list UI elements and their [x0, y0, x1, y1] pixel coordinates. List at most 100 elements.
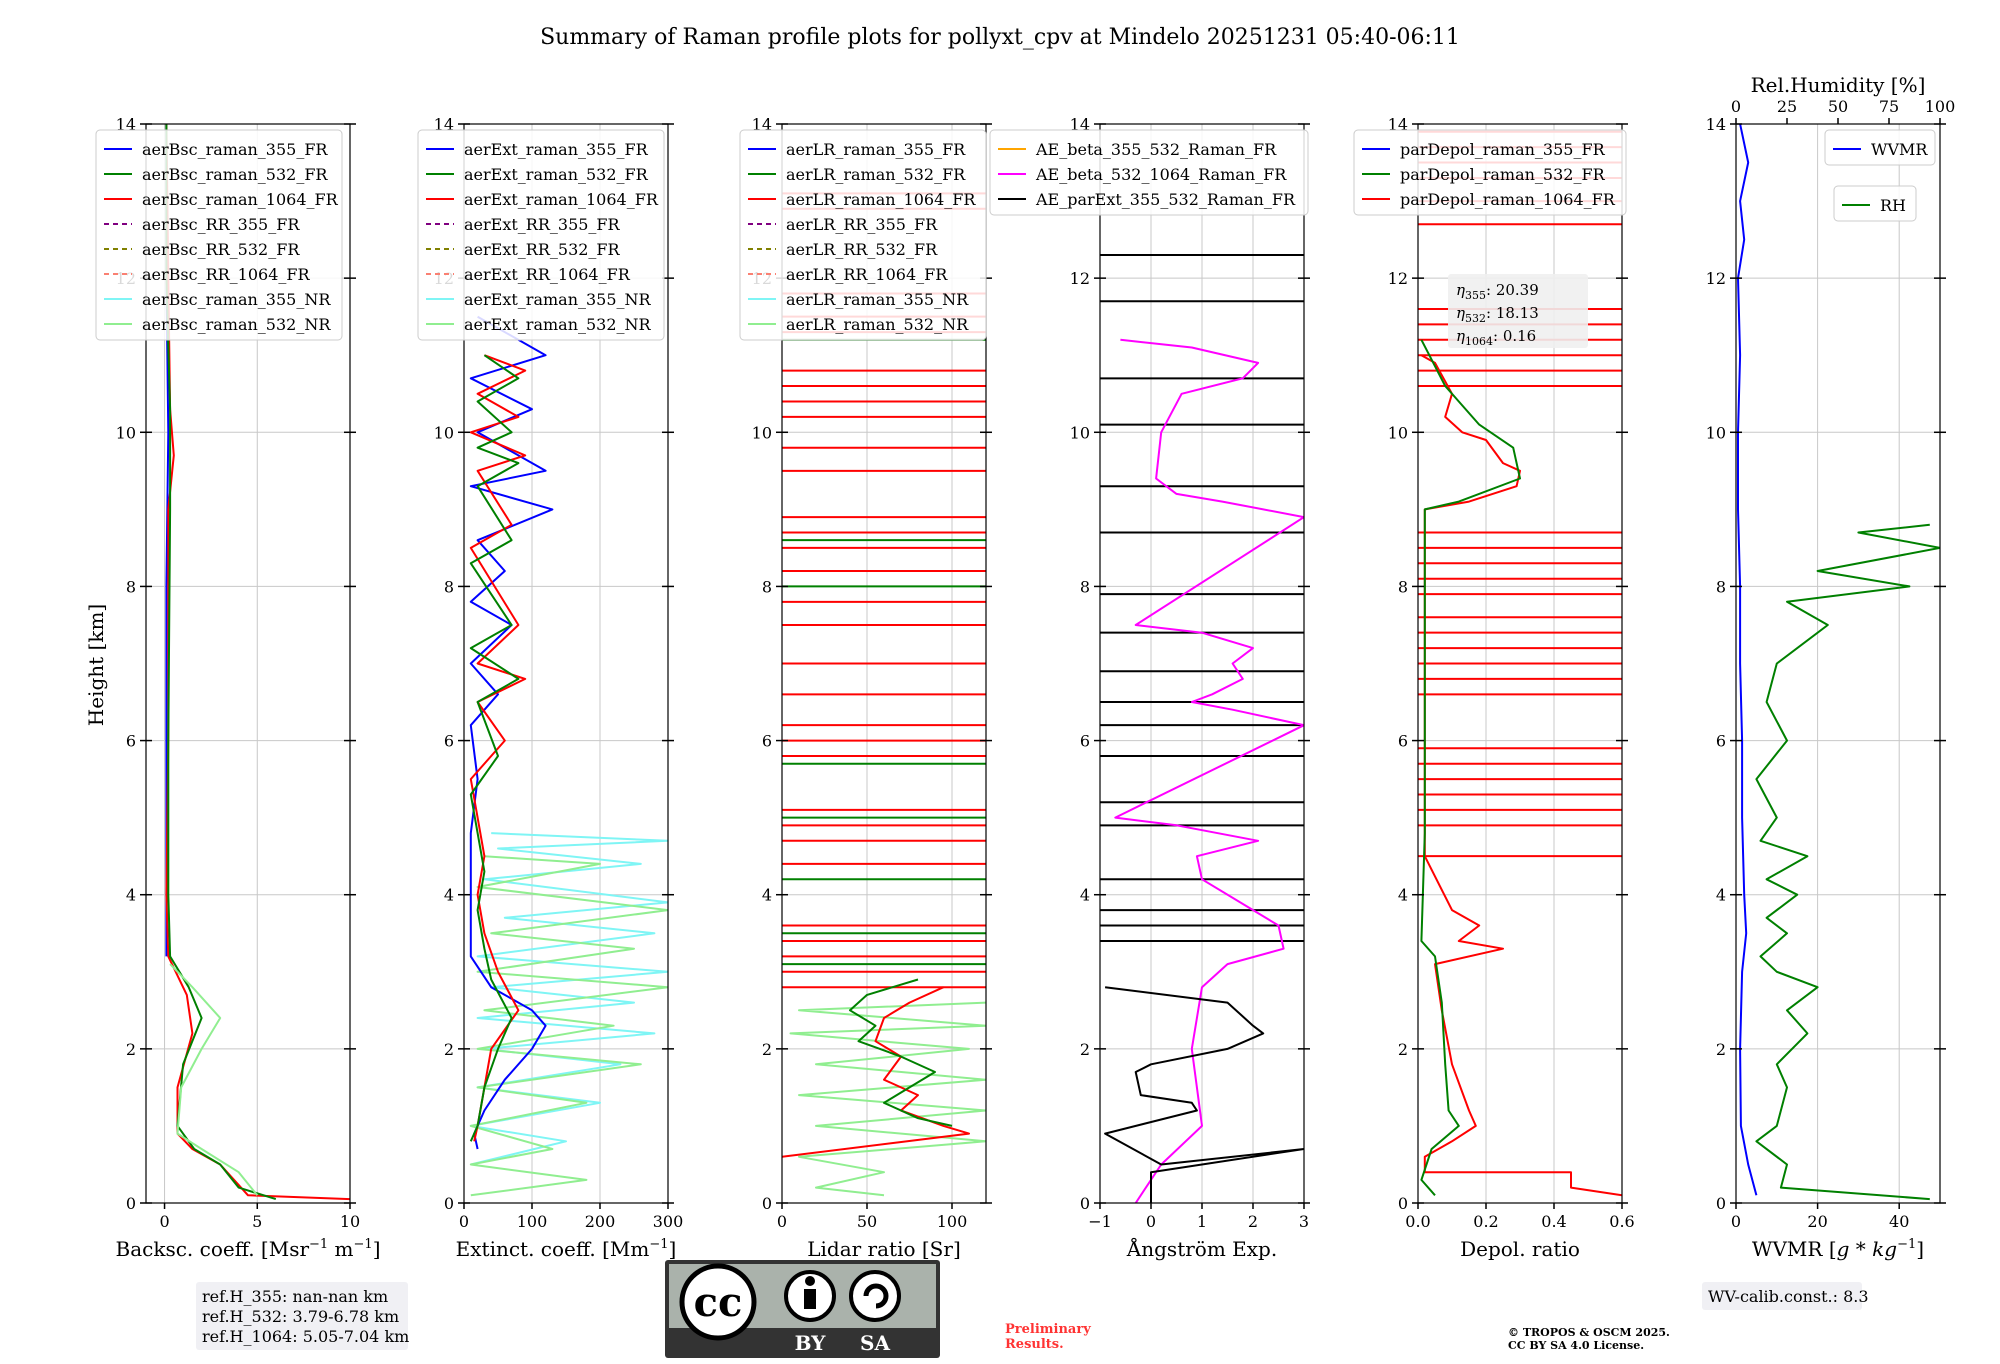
axes-frame — [1735, 123, 1941, 1204]
y-tick-label: 10 — [752, 423, 772, 442]
info-box-line: ref.H_355: nan-nan km — [202, 1287, 388, 1306]
legend-box — [417, 129, 665, 341]
series-line-RH — [1755, 523, 1940, 1201]
y-tick-label: 6 — [126, 732, 136, 751]
legend-box — [1833, 185, 1917, 222]
legend-label: aerBsc_raman_1064_FR — [142, 190, 339, 209]
legend: aerLR_raman_355_FR aerLR_raman_532_FR aerL… — [739, 129, 987, 341]
annotation-line: η532: 18.13 — [1456, 304, 1539, 325]
series-line-aerBsc_raman_532_FR — [165, 124, 277, 1201]
info-box-bg — [196, 1282, 408, 1350]
y-axis-label: Height [km] — [84, 604, 108, 726]
y-tick-label: 2 — [1398, 1040, 1408, 1059]
x-tick-label: 50 — [857, 1212, 877, 1231]
x-tick-label: 0 — [777, 1212, 787, 1231]
legend-label: aerBsc_raman_355_FR — [142, 140, 328, 159]
y-tick-label: 0 — [1716, 1194, 1726, 1213]
top-x-axis-label: Rel.Humidity [%] — [1751, 73, 1926, 97]
x-label-superscript: −1 — [309, 1237, 328, 1252]
info-box-line: WV-calib.const.: 8.3 — [1708, 1287, 1869, 1306]
copyright-line2: CC BY SA 4.0 License. — [1508, 1339, 1644, 1352]
x-axis-label: Lidar ratio [Sr] — [807, 1237, 961, 1261]
series-line-aerExt_raman_1064_FR — [469, 354, 527, 1142]
y-tick-label: 2 — [444, 1040, 454, 1059]
y-tick-label: 8 — [1398, 577, 1408, 596]
y-tick-label: 14 — [752, 115, 772, 134]
y-tick-label: 2 — [126, 1040, 136, 1059]
y-tick-label: 14 — [1388, 115, 1408, 134]
x-axis-label: WVMR [g * kg−1] — [1752, 1237, 1924, 1261]
legend-box — [95, 129, 343, 341]
panel-ext: 024681012140100200300Extinct. coeff. [Mm… — [417, 115, 684, 1261]
legend: AE_beta_355_532_Raman_FR AE_beta_532_1064… — [989, 129, 1309, 216]
x-label-superscript: −1 — [649, 1237, 668, 1252]
x-tick-label: 200 — [585, 1212, 616, 1231]
x-label-main: WVMR [ — [1752, 1237, 1837, 1261]
x-tick-label: 0.0 — [1405, 1212, 1430, 1231]
cc-by-text: BY — [795, 1331, 827, 1355]
plot-area — [1100, 254, 1304, 1203]
x-label-main: Extinct. coeff. [Mm — [456, 1237, 650, 1261]
legend-label: aerLR_RR_532_FR — [786, 240, 938, 259]
x-tick-label: 2 — [1248, 1212, 1258, 1231]
eta-subscript: 1064 — [1465, 335, 1493, 348]
legend-label: aerBsc_raman_532_FR — [142, 165, 328, 184]
y-tick-label: 14 — [434, 115, 454, 134]
copyright-line1: © TROPOS & OSCM 2025. — [1508, 1326, 1670, 1339]
y-tick-label: 4 — [762, 886, 772, 905]
top-x-tick-label: 50 — [1828, 97, 1848, 116]
y-tick-label: 8 — [444, 577, 454, 596]
y-tick-label: 0 — [762, 1194, 772, 1213]
legend-label: parDepol_raman_532_FR — [1400, 165, 1606, 184]
x-tick-label: 300 — [653, 1212, 684, 1231]
y-tick-label: 4 — [126, 886, 136, 905]
info-box-bg — [1702, 1282, 1862, 1310]
legend-label: parDepol_raman_355_FR — [1400, 140, 1606, 159]
y-tick-label: 12 — [1388, 269, 1408, 288]
top-x-tick-label: 75 — [1879, 97, 1899, 116]
legend-wvmr: WVMR — [1824, 129, 1936, 166]
y-tick-label: 6 — [1716, 732, 1726, 751]
series-line-AE_beta_532_1064_Raman_FR — [1114, 338, 1304, 1203]
axes-frame — [781, 123, 987, 1204]
y-tick-label: 0 — [1398, 1194, 1408, 1213]
panel-wv: 0 2 4 6 8 10 12 14 0 20 40 WVMR [g * kg−1] 0 25 50 75 10… — [1702, 73, 1955, 1310]
y-tick-label: 10 — [1388, 423, 1408, 442]
legend-label: aerLR_raman_355_FR — [786, 140, 966, 159]
x-label-main: Backsc. coeff. [Msr — [116, 1237, 310, 1261]
info-box: WV-calib.const.: 8.3 — [1702, 1282, 1869, 1310]
x-label-mid: m — [328, 1237, 353, 1261]
x-label-superscript: −1 — [1897, 1237, 1916, 1252]
y-tick-label: 10 — [434, 423, 454, 442]
x-label-main: Ångström Exp. — [1126, 1236, 1277, 1261]
y-tick-label: 8 — [1080, 577, 1090, 596]
plot-area — [469, 315, 668, 1197]
legend-label: aerLR_raman_532_NR — [786, 315, 969, 334]
info-box-line: ref.H_532: 3.79-6.78 km — [202, 1307, 399, 1326]
eta-value: : 18.13 — [1486, 304, 1539, 322]
legend: aerExt_raman_355_FR aerExt_raman_532_FRae… — [417, 129, 665, 341]
x-tick-label: 40 — [1889, 1212, 1909, 1231]
y-tick-label: 4 — [1080, 886, 1090, 905]
legend-label: aerExt_raman_532_NR — [464, 315, 652, 334]
cc-logo-text: cc — [694, 1279, 743, 1326]
y-tick-label: 6 — [1398, 732, 1408, 751]
x-tick-label: 5 — [252, 1212, 262, 1231]
plot-area — [782, 192, 986, 1197]
legend-box — [1824, 129, 1936, 166]
series-line-aerLR_raman_532_NR — [789, 1001, 986, 1197]
eta-value: : 20.39 — [1486, 281, 1539, 299]
annotation-line: η1064: 0.16 — [1456, 327, 1536, 348]
x-tick-label: 20 — [1807, 1212, 1827, 1231]
x-tick-label: 0 — [159, 1212, 169, 1231]
legend-label: aerLR_raman_532_FR — [786, 165, 966, 184]
x-tick-label: 0 — [1146, 1212, 1156, 1231]
x-label-end: ] — [669, 1237, 677, 1261]
legend-label: aerExt_raman_355_FR — [464, 140, 649, 159]
x-tick-label: 0.4 — [1541, 1212, 1566, 1231]
y-tick-label: 14 — [1706, 115, 1726, 134]
